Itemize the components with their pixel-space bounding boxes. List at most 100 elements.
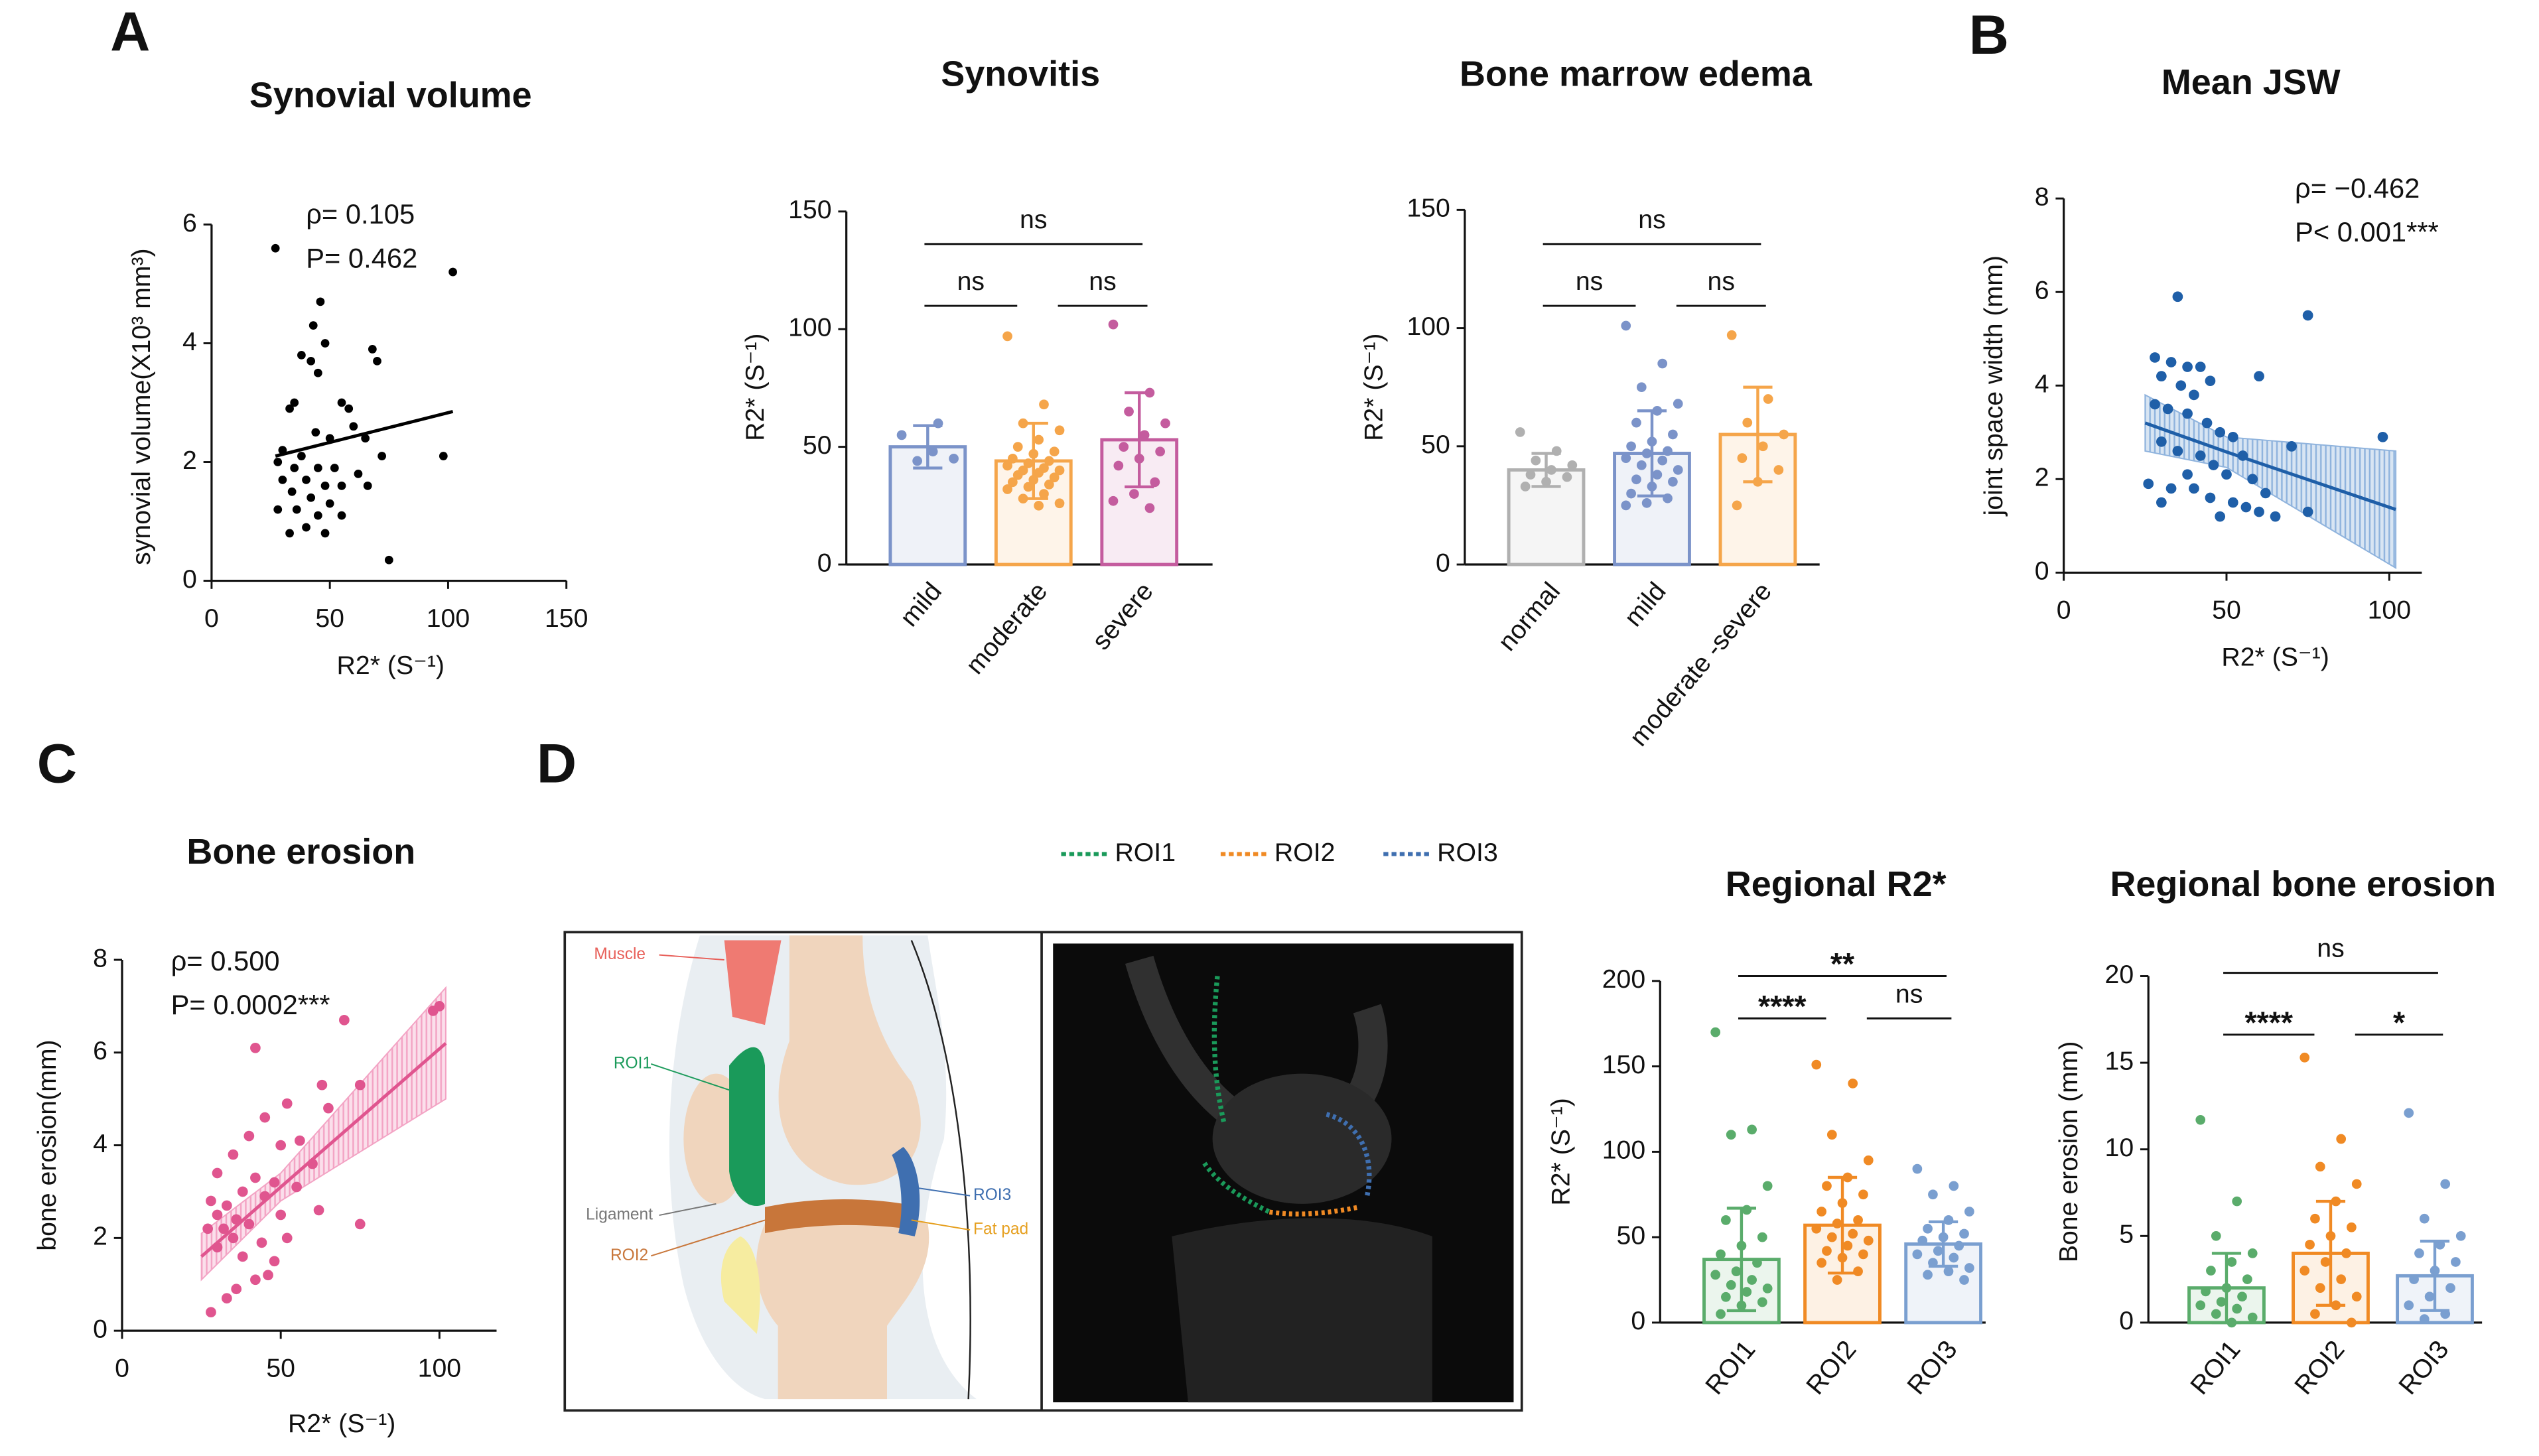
dot (2404, 1108, 2414, 1118)
panel-label: A (110, 1, 150, 62)
dot (1710, 1270, 1721, 1280)
point (448, 267, 457, 277)
dot (1762, 1181, 1773, 1191)
y-tick-label: 6 (93, 1036, 107, 1065)
y-tick-label: 5 (2119, 1220, 2134, 1249)
dot (1012, 470, 1023, 480)
y-tick-label: 0 (2035, 557, 2049, 586)
dot (1716, 1309, 1726, 1319)
point (228, 1149, 239, 1160)
y-tick-label: 4 (182, 327, 197, 356)
point (212, 1209, 223, 1221)
point (273, 505, 283, 514)
dot (1668, 429, 1678, 440)
dot (1742, 1287, 1752, 1297)
point (2195, 362, 2206, 372)
dot (2242, 1274, 2252, 1284)
point (363, 481, 372, 490)
x-tick-label: moderate (960, 577, 1053, 680)
dot (1863, 1155, 1874, 1165)
significance-label: ns (1020, 205, 1047, 234)
point (344, 404, 354, 413)
mri-femur (1212, 1073, 1392, 1204)
dot (1949, 1181, 1959, 1191)
dot (1160, 418, 1170, 429)
x-tick-label: mild (894, 577, 947, 632)
point (285, 529, 294, 538)
point (309, 321, 318, 330)
chart-title: Bone erosion (186, 832, 415, 872)
dot (1023, 458, 1034, 468)
y-tick-label: 100 (1407, 312, 1450, 341)
x-tick-label: normal (1492, 577, 1566, 657)
significance-label: ns (1638, 205, 1665, 234)
point (361, 434, 370, 443)
point (297, 452, 306, 460)
point (275, 1140, 287, 1151)
dot (1626, 441, 1636, 452)
point (439, 452, 448, 460)
y-tick-label: 4 (2035, 369, 2049, 399)
leader (914, 1187, 971, 1197)
y-tick-label: 6 (182, 208, 197, 237)
point (237, 1186, 248, 1197)
point (295, 1135, 305, 1146)
point (349, 422, 358, 431)
x-tick-label: severe (1086, 577, 1158, 655)
roi2-region (765, 1199, 904, 1234)
y-axis-label: bone erosion(mm) (33, 1039, 62, 1250)
dot (1562, 472, 1572, 482)
leader (911, 1219, 971, 1231)
roi3-region (892, 1147, 920, 1236)
dot (1763, 394, 1773, 404)
dot (2195, 1114, 2206, 1125)
mri-image (1053, 943, 1514, 1403)
dot (1108, 496, 1119, 506)
dot (1811, 1059, 1822, 1070)
point (212, 1167, 223, 1179)
error-bar (913, 424, 943, 470)
point (2172, 291, 2183, 302)
dot (1943, 1266, 1954, 1276)
significance-label: ns (2317, 934, 2344, 963)
point (320, 481, 330, 490)
point (2175, 380, 2187, 391)
point (228, 1232, 239, 1244)
point (259, 1112, 271, 1123)
point (354, 1079, 366, 1091)
chart-title: Regional R2* (1726, 864, 1947, 904)
point (291, 1181, 302, 1193)
dot (2201, 1286, 2211, 1297)
dot (1150, 477, 1160, 488)
dot (2440, 1179, 2451, 1189)
dot (2247, 1312, 2258, 1323)
point (307, 356, 316, 365)
point (2254, 371, 2264, 381)
error-bar (1637, 409, 1667, 497)
dot (1858, 1189, 1868, 1200)
dot (1002, 460, 1012, 471)
dot (2232, 1196, 2242, 1207)
point (202, 1223, 214, 1234)
dot (1912, 1249, 1923, 1260)
y-tick-label: 0 (817, 548, 832, 577)
dot (2455, 1230, 2466, 1241)
point (307, 493, 316, 502)
y-tick-label: 2 (93, 1222, 107, 1251)
point (373, 356, 381, 365)
significance-label: ** (1830, 947, 1855, 981)
point (250, 1274, 261, 1286)
point (290, 464, 299, 472)
point (313, 511, 322, 520)
point (2150, 352, 2160, 363)
dot (1762, 1284, 1773, 1293)
dot (1826, 1232, 1837, 1242)
fit-line (2144, 421, 2396, 511)
y-tick-label: 100 (1602, 1136, 1645, 1165)
diagram-label: ROI1 (614, 1054, 652, 1072)
point (2215, 511, 2226, 522)
point (2205, 375, 2216, 387)
mri-roi2 (1269, 1205, 1360, 1217)
dot (1034, 500, 1044, 511)
point (206, 1195, 216, 1207)
